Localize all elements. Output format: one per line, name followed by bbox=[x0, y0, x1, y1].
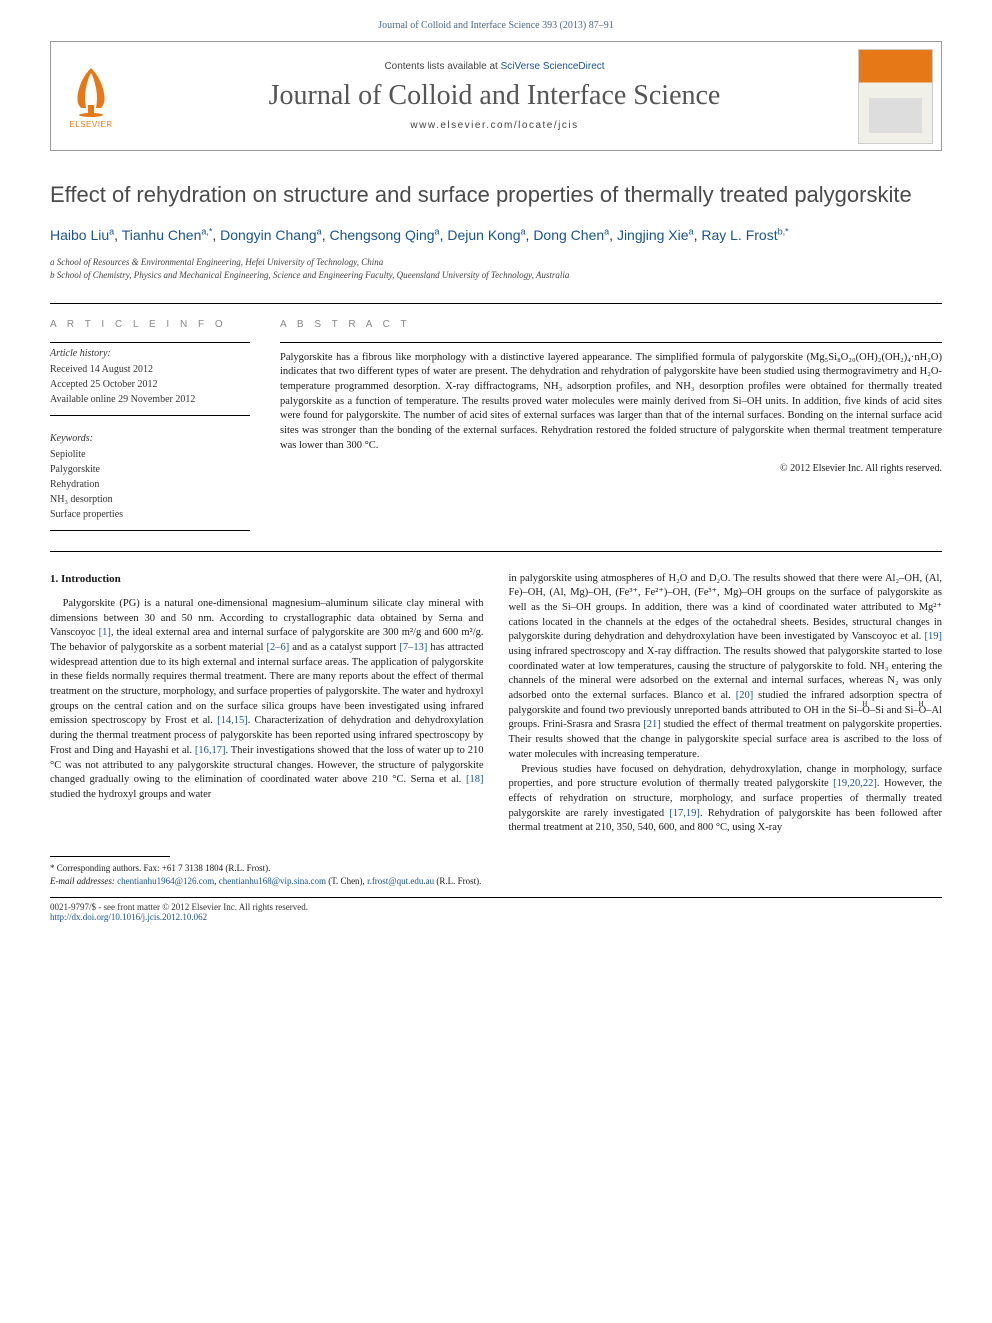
citation[interactable]: [7–13] bbox=[399, 642, 427, 653]
citation[interactable]: [18] bbox=[466, 774, 484, 785]
issn-line: 0021-9797/$ - see front matter © 2012 El… bbox=[50, 902, 942, 912]
footnotes: * Corresponding authors. Fax: +61 7 3138… bbox=[50, 862, 942, 887]
elsevier-tree-icon bbox=[66, 63, 116, 118]
authors-line: Haibo Liua, Tianhu Chena,*, Dongyin Chan… bbox=[50, 225, 942, 246]
author[interactable]: Tianhu Chen bbox=[122, 227, 202, 243]
body-paragraph: in palygorskite using atmospheres of H₂O… bbox=[509, 572, 943, 763]
affiliation-b: b School of Chemistry, Physics and Mecha… bbox=[50, 269, 942, 283]
divider bbox=[50, 303, 942, 304]
citation[interactable]: [16,17] bbox=[195, 745, 226, 756]
email-link[interactable]: chentianhu168@vip.sina.com bbox=[219, 876, 326, 886]
citation[interactable]: [2–6] bbox=[266, 642, 289, 653]
email-addresses: E-mail addresses: chentianhu1964@126.com… bbox=[50, 875, 942, 888]
body-column-left: 1. Introduction Palygorskite (PG) is a n… bbox=[50, 572, 484, 836]
abstract-header: A B S T R A C T bbox=[280, 319, 942, 330]
citation[interactable]: [17,19] bbox=[669, 808, 700, 819]
elsevier-text: ELSEVIER bbox=[69, 120, 112, 129]
author[interactable]: Ray L. Frost bbox=[701, 227, 777, 243]
keyword: Sepiolite bbox=[50, 447, 250, 462]
journal-url[interactable]: www.elsevier.com/locate/jcis bbox=[131, 120, 858, 131]
keyword: Rehydration bbox=[50, 477, 250, 492]
doi-link[interactable]: http://dx.doi.org/10.1016/j.jcis.2012.10… bbox=[50, 912, 207, 922]
author[interactable]: Dongyin Chang bbox=[220, 227, 317, 243]
header-box: ELSEVIER Contents lists available at Sci… bbox=[50, 41, 942, 151]
body-paragraph: Previous studies have focused on dehydra… bbox=[509, 763, 943, 836]
footnote-separator bbox=[50, 856, 170, 857]
citation[interactable]: [19] bbox=[925, 631, 943, 642]
header-center: Contents lists available at SciVerse Sci… bbox=[131, 61, 858, 131]
body-columns: 1. Introduction Palygorskite (PG) is a n… bbox=[50, 572, 942, 836]
divider bbox=[50, 551, 942, 552]
keyword: Palygorskite bbox=[50, 462, 250, 477]
citation[interactable]: [20] bbox=[736, 690, 754, 701]
affiliations: a School of Resources & Environmental En… bbox=[50, 256, 942, 283]
citation[interactable]: [21] bbox=[643, 719, 661, 730]
sciverse-link[interactable]: SciVerse ScienceDirect bbox=[501, 61, 605, 72]
article-info-header: A R T I C L E I N F O bbox=[50, 319, 250, 330]
corresponding-author-note: * Corresponding authors. Fax: +61 7 3138… bbox=[50, 862, 942, 875]
section-heading: 1. Introduction bbox=[50, 572, 484, 587]
abstract-text: Palygorskite has a fibrous like morpholo… bbox=[280, 342, 942, 454]
journal-title: Journal of Colloid and Interface Science bbox=[131, 80, 858, 112]
citation[interactable]: [1] bbox=[99, 627, 111, 638]
info-abstract-row: A R T I C L E I N F O Article history: R… bbox=[50, 319, 942, 531]
elsevier-logo[interactable]: ELSEVIER bbox=[51, 42, 131, 150]
keywords-label: Keywords: bbox=[50, 428, 250, 444]
keyword: Surface properties bbox=[50, 507, 250, 522]
author[interactable]: Haibo Liu bbox=[50, 227, 109, 243]
author[interactable]: Jingjing Xie bbox=[617, 227, 689, 243]
contents-prefix: Contents lists available at bbox=[384, 61, 500, 72]
citation[interactable]: [19,20,22] bbox=[833, 778, 877, 789]
bottom-bar: 0021-9797/$ - see front matter © 2012 El… bbox=[50, 897, 942, 922]
journal-reference-top: Journal of Colloid and Interface Science… bbox=[0, 0, 992, 41]
received-date: Received 14 August 2012 bbox=[50, 362, 250, 377]
online-date: Available online 29 November 2012 bbox=[50, 392, 250, 407]
contents-line: Contents lists available at SciVerse Sci… bbox=[131, 61, 858, 72]
accepted-date: Accepted 25 October 2012 bbox=[50, 377, 250, 392]
email-who: (R.L. Frost). bbox=[434, 876, 481, 886]
keywords-block: Keywords: Sepiolite Palygorskite Rehydra… bbox=[50, 428, 250, 531]
article-info-column: A R T I C L E I N F O Article history: R… bbox=[50, 319, 250, 531]
author[interactable]: Chengsong Qing bbox=[329, 227, 434, 243]
body-paragraph: Palygorskite (PG) is a natural one-dimen… bbox=[50, 597, 484, 803]
email-label: E-mail addresses: bbox=[50, 876, 117, 886]
abstract-copyright: © 2012 Elsevier Inc. All rights reserved… bbox=[280, 463, 942, 474]
body-column-right: in palygorskite using atmospheres of H₂O… bbox=[509, 572, 943, 836]
affiliation-a: a School of Resources & Environmental En… bbox=[50, 256, 942, 270]
article-history-block: Article history: Received 14 August 2012… bbox=[50, 342, 250, 416]
email-link[interactable]: chentianhu1964@126.com bbox=[117, 876, 214, 886]
citation[interactable]: [14,15] bbox=[217, 715, 248, 726]
history-label: Article history: bbox=[50, 342, 250, 359]
author[interactable]: Dong Chen bbox=[533, 227, 604, 243]
journal-cover-thumbnail[interactable] bbox=[858, 49, 933, 144]
keyword: NH₃ desorption bbox=[50, 492, 250, 507]
email-link[interactable]: r.frost@qut.edu.au bbox=[367, 876, 434, 886]
email-who: (T. Chen), bbox=[326, 876, 367, 886]
abstract-column: A B S T R A C T Palygorskite has a fibro… bbox=[280, 319, 942, 531]
article-title: Effect of rehydration on structure and s… bbox=[50, 181, 942, 210]
author[interactable]: Dejun Kong bbox=[447, 227, 520, 243]
